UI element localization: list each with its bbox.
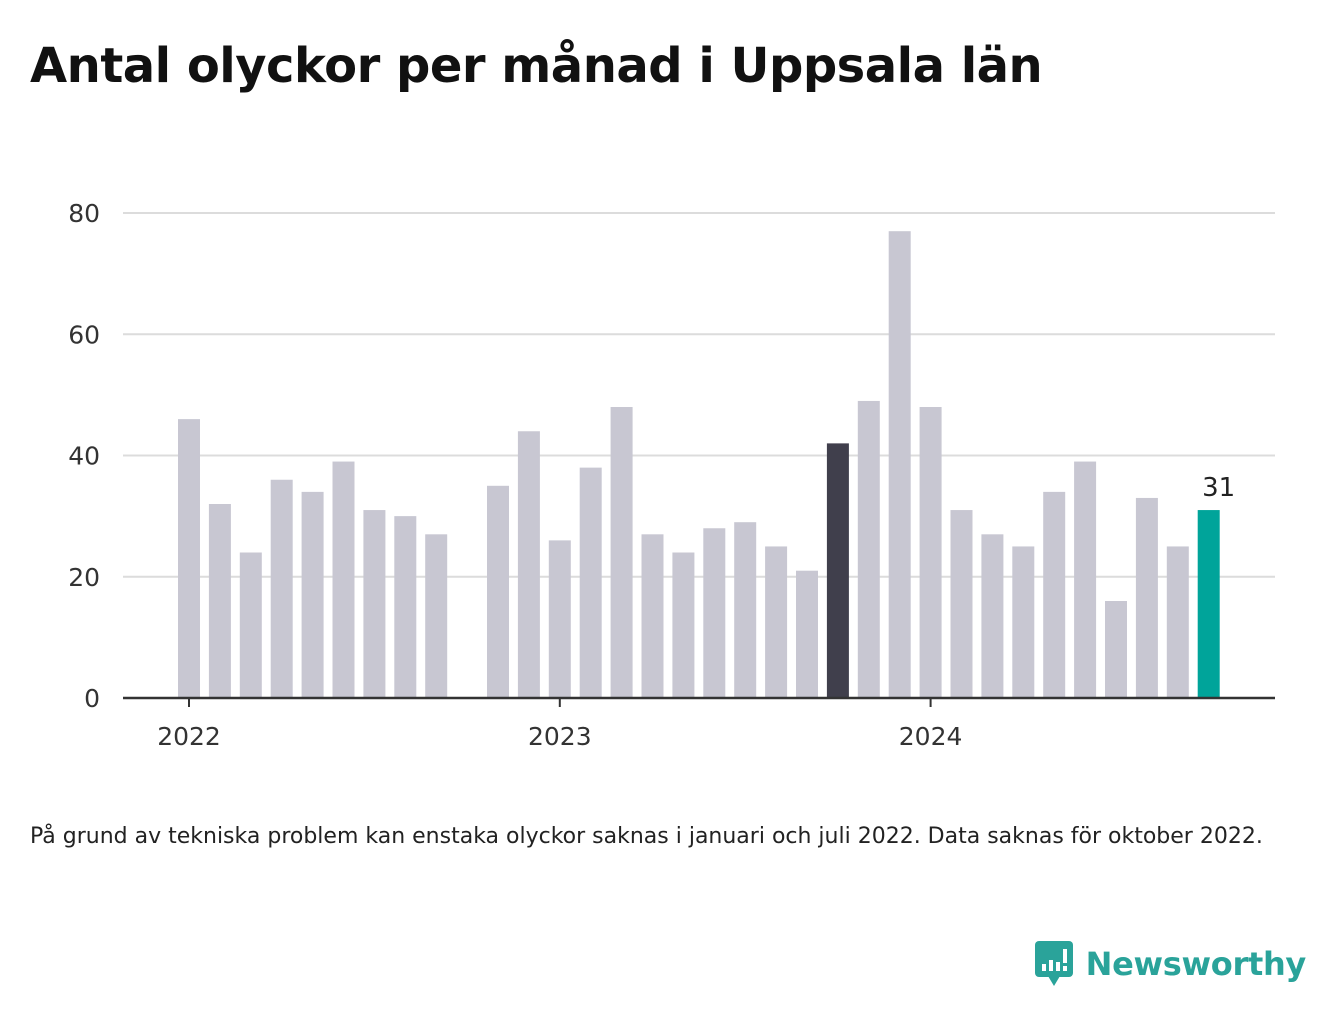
- bar-2023-06: [703, 528, 726, 698]
- chart-title: Antal olyckor per månad i Uppsala län: [30, 38, 1043, 94]
- bar-2022-04: [270, 479, 293, 698]
- bar-2022-02: [208, 504, 231, 698]
- bar-2022-11: [487, 485, 509, 698]
- bars: [178, 231, 1220, 698]
- y-axis-ticks: 0 20 40 60 80: [68, 199, 100, 713]
- brand-logo: Newsworthy: [1034, 940, 1306, 988]
- value-label: 31: [1202, 473, 1235, 503]
- bar-2023-05: [672, 552, 695, 698]
- y-tick-label: 0: [84, 684, 100, 713]
- bar-chart: 0 20 40 60 80 31 2022 2023 2024: [68, 199, 1275, 751]
- x-tick-label: 2024: [899, 722, 963, 751]
- value-labels: 31: [1202, 473, 1235, 503]
- bar-2024-10: [1197, 510, 1220, 698]
- bar-2022-01: [178, 419, 200, 698]
- bar-2022-12: [517, 431, 540, 698]
- bar-2023-07: [734, 522, 757, 698]
- bar-2023-04: [641, 534, 664, 698]
- y-tick-label: 20: [68, 563, 100, 592]
- bar-2024-07: [1105, 601, 1127, 698]
- y-tick-label: 80: [68, 199, 100, 228]
- bar-2023-02: [579, 467, 602, 698]
- bar-2023-01: [548, 540, 571, 698]
- y-tick-label: 60: [68, 320, 100, 349]
- bar-2022-06: [332, 461, 355, 698]
- y-tick-label: 40: [68, 442, 100, 471]
- newsworthy-logo-icon: [1034, 941, 1073, 986]
- bar-2022-03: [239, 552, 262, 698]
- bar-2024-03: [981, 534, 1004, 698]
- bar-2023-03: [610, 407, 633, 698]
- bar-2024-06: [1074, 461, 1097, 698]
- bar-2023-10: [826, 443, 849, 698]
- bar-2022-07: [363, 510, 386, 698]
- bar-2022-08: [394, 516, 417, 698]
- bar-2024-05: [1043, 491, 1066, 698]
- bar-2024-04: [1012, 546, 1035, 698]
- bar-2023-08: [765, 546, 788, 698]
- bar-2023-09: [796, 570, 818, 698]
- x-axis: 2022 2023 2024: [123, 696, 1275, 751]
- bar-2024-09: [1166, 546, 1189, 698]
- bar-2023-12: [888, 231, 911, 698]
- gridlines: [123, 212, 1275, 578]
- x-tick-label: 2022: [157, 722, 221, 751]
- bar-2024-01: [919, 407, 942, 698]
- x-tick-label: 2023: [528, 722, 592, 751]
- bar-2022-05: [301, 491, 324, 698]
- bar-2024-08: [1135, 497, 1158, 698]
- bar-2024-02: [950, 510, 973, 698]
- bar-2023-11: [857, 400, 880, 698]
- brand-name: Newsworthy: [1085, 945, 1307, 983]
- bar-2022-09: [425, 534, 448, 698]
- footnote: På grund av tekniska problem kan enstaka…: [30, 824, 1263, 849]
